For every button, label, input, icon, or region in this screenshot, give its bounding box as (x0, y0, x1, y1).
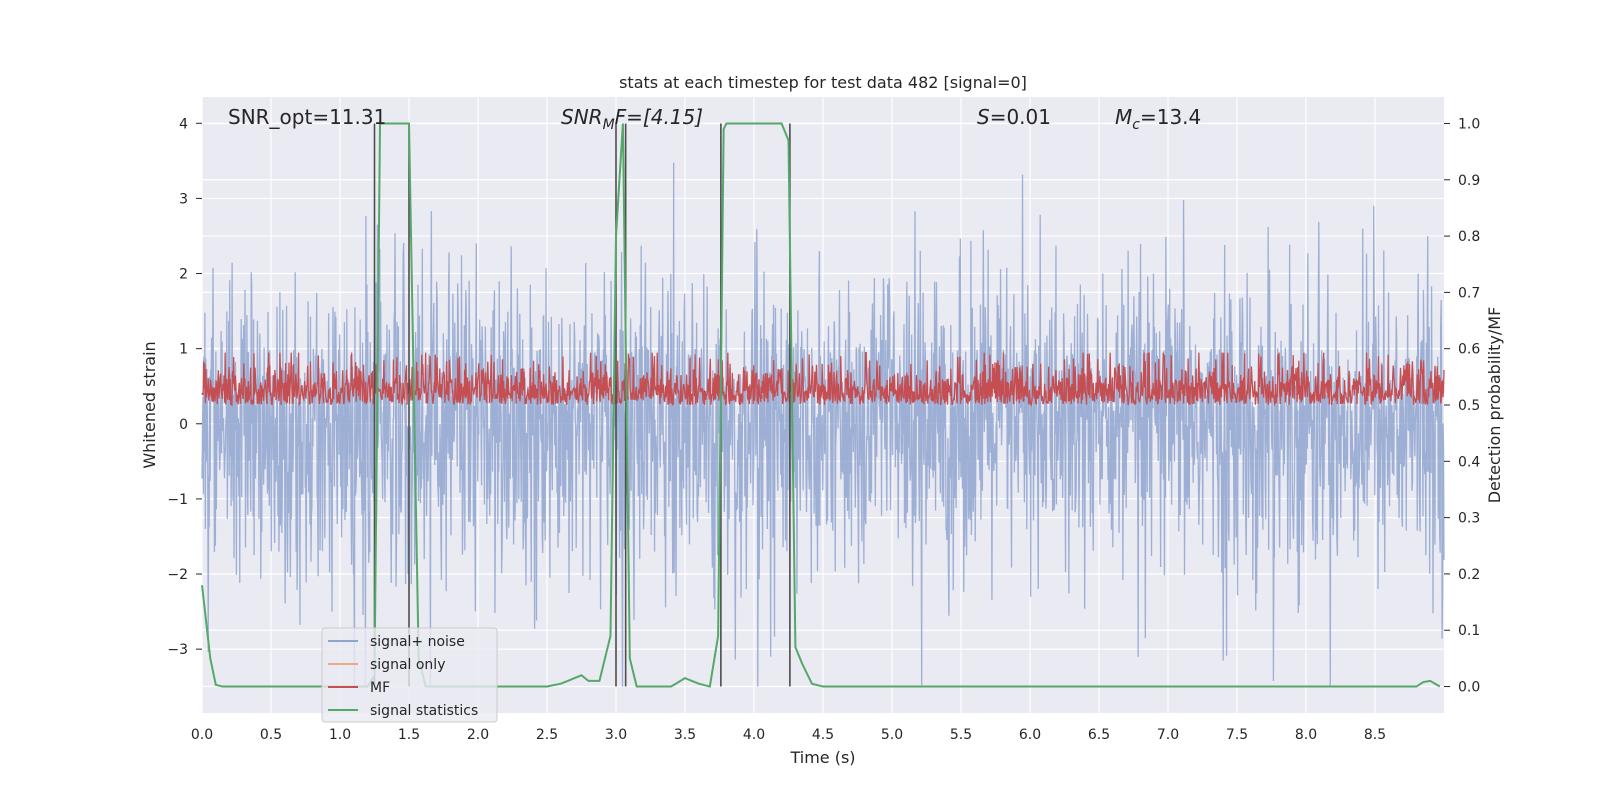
x-tick-label: 2.0 (467, 727, 489, 743)
x-tick-label: 5.0 (881, 727, 903, 743)
y-right-tick-label: 0.3 (1458, 511, 1480, 527)
x-axis-ticks: 0.0 0.5 1.0 1.5 2.0 2.5 3.0 3.5 4.0 4.5 5.0 5.5 6.0 6… (191, 727, 1386, 743)
y-left-tick-label: 4 (179, 116, 188, 132)
legend-label-signal-statistics: signal statistics (370, 703, 478, 719)
x-tick-label: 8.0 (1295, 727, 1317, 743)
x-tick-label: 0.0 (191, 727, 213, 743)
y-right-axis-ticks: 0.0 0.1 0.2 0.3 0.4 0.5 0.6 0.7 0.8 0.9 1.0 (1444, 116, 1480, 696)
x-tick-label: 0.5 (260, 727, 282, 743)
x-tick-label: 5.5 (950, 727, 972, 743)
y-right-axis-label: Detection probability/MF (1485, 307, 1504, 504)
x-tick-label: 7.5 (1226, 727, 1248, 743)
y-right-tick-label: 0.4 (1458, 454, 1480, 470)
legend-label-mf: MF (370, 680, 390, 696)
x-tick-label: 1.5 (398, 727, 420, 743)
y-right-tick-label: 0.8 (1458, 229, 1480, 245)
y-left-tick-label: 1 (179, 342, 188, 358)
y-left-tick-label: −1 (167, 492, 188, 508)
x-tick-label: 4.0 (743, 727, 765, 743)
signal-statistics-line (201, 122, 1441, 688)
chart-title: stats at each timestep for test data 482… (619, 73, 1027, 92)
x-tick-label: 8.5 (1364, 727, 1386, 743)
legend: signal+ noise signal only MF signal stat… (321, 627, 498, 723)
y-right-tick-label: 0.6 (1458, 342, 1480, 358)
y-right-tick-label: 0.9 (1458, 173, 1480, 189)
x-tick-label: 2.5 (536, 727, 558, 743)
x-tick-label: 1.0 (329, 727, 351, 743)
y-left-tick-label: −3 (167, 642, 188, 658)
x-tick-label: 4.5 (812, 727, 834, 743)
y-right-tick-label: 1.0 (1458, 116, 1480, 132)
x-axis-label: Time (s) (789, 748, 855, 767)
y-right-tick-label: 0.5 (1458, 398, 1480, 414)
y-right-tick-label: 0.2 (1458, 567, 1480, 583)
y-left-axis-label: Whitened strain (140, 341, 159, 468)
legend-label-signal-noise: signal+ noise (370, 634, 465, 650)
annotation-snr-mf: SNRMF=[4.15] (561, 105, 703, 133)
y-left-axis-ticks: −3 −2 −1 0 1 2 3 4 (167, 116, 202, 658)
x-tick-label: 6.0 (1019, 727, 1041, 743)
series-signal-statistics (201, 122, 1441, 688)
legend-label-signal-only: signal only (370, 657, 445, 673)
y-left-tick-label: 0 (179, 417, 188, 433)
annotation-s: S=0.01 (977, 105, 1051, 129)
annotation-snr-opt: SNR_opt=11.31 (228, 105, 386, 129)
y-left-tick-label: 3 (179, 191, 188, 207)
x-tick-label: 7.0 (1157, 727, 1179, 743)
x-tick-label: 6.5 (1088, 727, 1110, 743)
x-tick-label: 3.0 (605, 727, 627, 743)
legend-box (321, 627, 498, 723)
y-left-tick-label: 2 (179, 267, 188, 283)
y-right-tick-label: 0.0 (1458, 680, 1480, 696)
annotation-mc: Mc=13.4 (1115, 105, 1201, 133)
y-right-tick-label: 0.7 (1458, 285, 1480, 301)
y-left-tick-label: −2 (167, 567, 188, 583)
y-right-tick-label: 0.1 (1458, 623, 1480, 639)
x-tick-label: 3.5 (674, 727, 696, 743)
